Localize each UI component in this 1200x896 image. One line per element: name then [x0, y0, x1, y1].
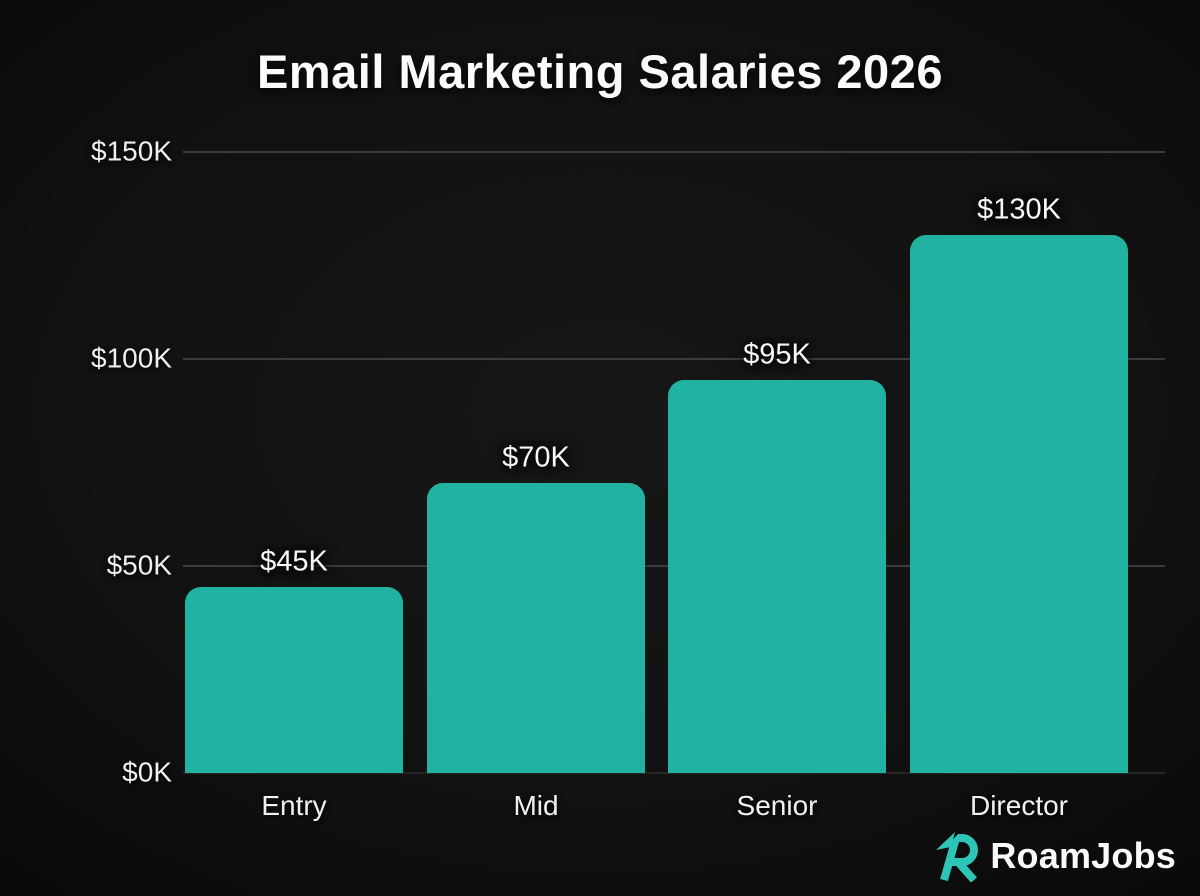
y-axis-tick-label: $50K — [106, 549, 172, 581]
gridline — [183, 358, 1165, 360]
roamjobs-r-arrow-icon — [932, 830, 984, 882]
bar-value-label: $70K — [502, 441, 570, 474]
bar-value-label: $45K — [260, 545, 328, 578]
bar-value-label: $95K — [743, 338, 811, 371]
x-axis-baseline — [183, 772, 1165, 774]
roamjobs-logo-text: RoamJobs — [990, 835, 1176, 876]
x-axis-category-label: Director — [969, 790, 1069, 821]
chart-title: Email Marketing Salaries 2026 — [257, 45, 943, 98]
y-axis-tick-label: $100K — [91, 342, 172, 374]
roamjobs-logo: RoamJobs — [932, 830, 1176, 882]
y-axis-tick-label: $0K — [122, 756, 172, 788]
bar — [910, 234, 1128, 773]
x-axis-category-label: Mid — [513, 790, 559, 821]
x-axis-category-label: Senior — [736, 790, 818, 821]
x-axis-category-label: Entry — [261, 790, 327, 821]
gridline — [183, 151, 1165, 153]
bar-value-label: $130K — [977, 193, 1061, 226]
bar — [668, 379, 886, 773]
bar — [185, 586, 403, 773]
bar — [427, 483, 645, 773]
y-axis-tick-label: $150K — [91, 135, 172, 167]
